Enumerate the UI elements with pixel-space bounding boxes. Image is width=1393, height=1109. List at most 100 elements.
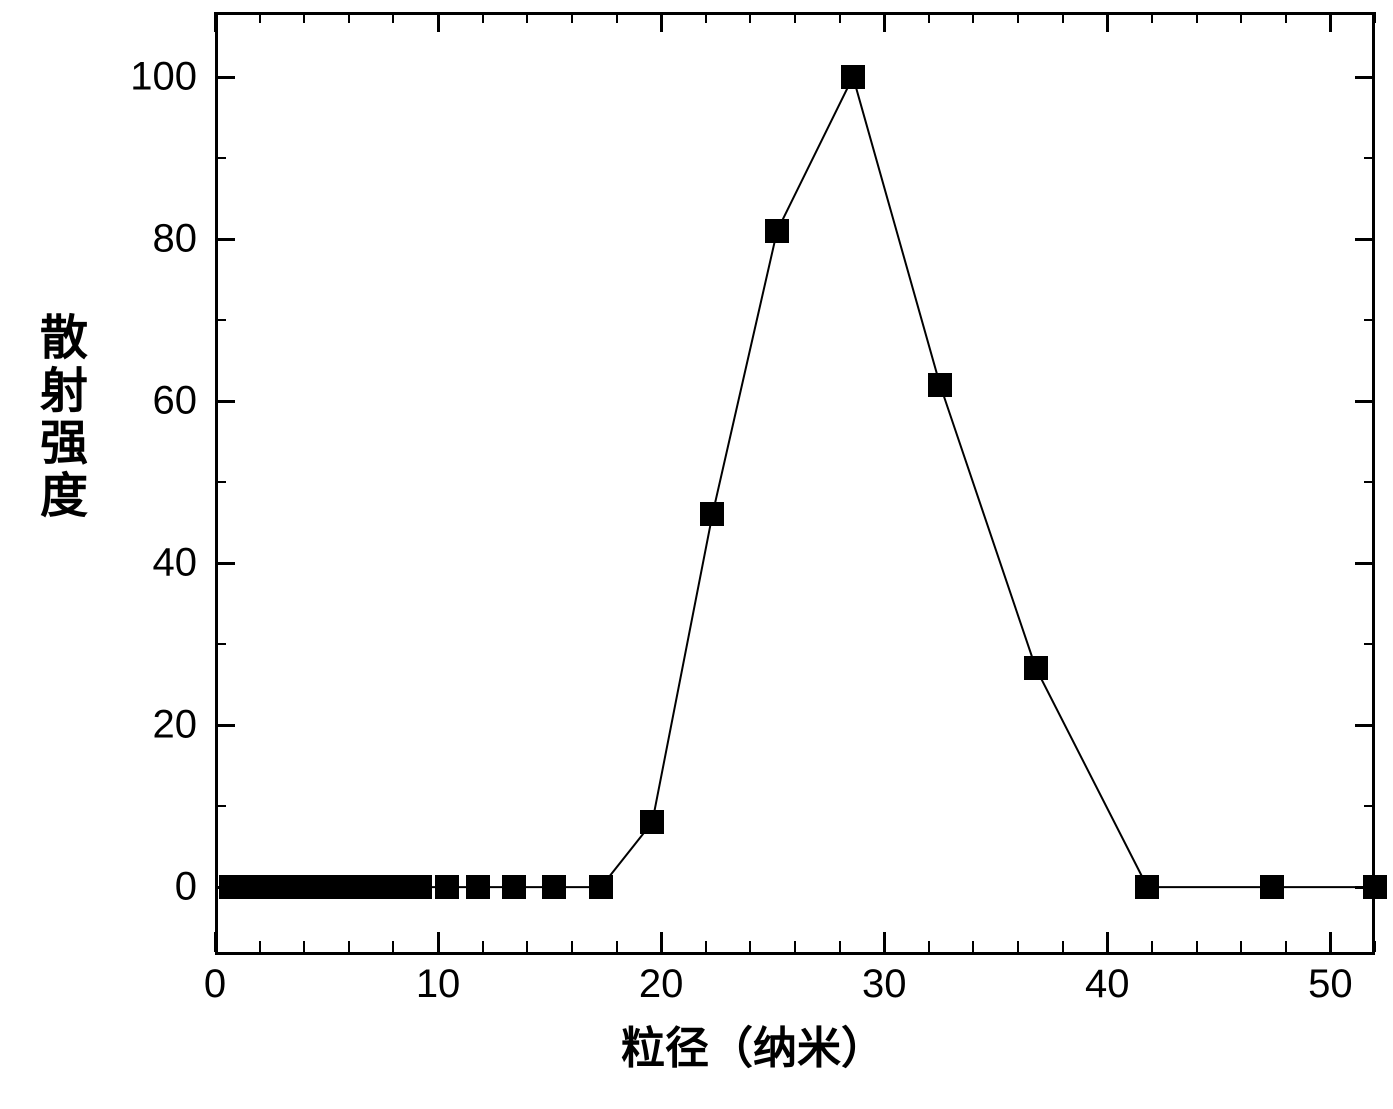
y-minor-tick (215, 643, 226, 645)
y-tick-label: 60 (153, 378, 198, 423)
data-marker (435, 875, 459, 899)
y-minor-tick (215, 481, 226, 483)
x-minor-tick-top (392, 12, 394, 23)
x-major-tick (214, 932, 217, 952)
x-major-tick-top (1106, 12, 1109, 32)
x-minor-tick-top (794, 12, 796, 23)
x-minor-tick (839, 941, 841, 952)
y-minor-tick-right (1364, 157, 1375, 159)
x-major-tick (437, 932, 440, 952)
data-marker (589, 875, 613, 899)
x-axis-line (215, 952, 1375, 955)
x-tick-label: 10 (416, 962, 461, 1007)
data-marker (542, 875, 566, 899)
x-major-tick (883, 932, 886, 952)
x-minor-tick-top (526, 12, 528, 23)
plot-area (215, 12, 1375, 952)
x-minor-tick (348, 941, 350, 952)
data-marker (1260, 875, 1284, 899)
data-marker (1363, 875, 1387, 899)
x-minor-tick (616, 941, 618, 952)
x-minor-tick (1240, 941, 1242, 952)
x-tick-label: 30 (862, 962, 907, 1007)
x-minor-tick (1196, 941, 1198, 952)
y-tick-label: 40 (153, 541, 198, 586)
x-minor-tick-top (303, 12, 305, 23)
x-major-tick-top (437, 12, 440, 32)
x-minor-tick (259, 941, 261, 952)
data-marker (765, 219, 789, 243)
x-minor-tick (972, 941, 974, 952)
x-axis-label: 粒径（纳米） (621, 1012, 885, 1076)
x-minor-tick-top (616, 12, 618, 23)
data-marker (928, 373, 952, 397)
x-major-tick-top (1329, 12, 1332, 32)
y-major-tick-right (1355, 76, 1375, 79)
y-minor-tick-right (1364, 805, 1375, 807)
x-minor-tick (705, 941, 707, 952)
x-minor-tick-top (482, 12, 484, 23)
y-major-tick (215, 562, 235, 565)
x-minor-tick (794, 941, 796, 952)
x-tick-label: 0 (204, 962, 226, 1007)
data-marker (384, 875, 408, 899)
data-marker (466, 875, 490, 899)
x-minor-tick (928, 941, 930, 952)
x-minor-tick-top (749, 12, 751, 23)
y-major-tick-right (1355, 724, 1375, 727)
x-major-tick (1106, 932, 1109, 952)
series-path (231, 77, 1375, 887)
x-tick-label: 20 (639, 962, 684, 1007)
x-minor-tick-top (571, 12, 573, 23)
x-minor-tick (1062, 941, 1064, 952)
x-minor-tick (482, 941, 484, 952)
x-minor-tick-top (1017, 12, 1019, 23)
series-line (215, 12, 1375, 952)
y-major-tick (215, 238, 235, 241)
x-minor-tick-top (348, 12, 350, 23)
x-tick-label: 50 (1308, 962, 1353, 1007)
y-major-tick-right (1355, 400, 1375, 403)
x-minor-tick (571, 941, 573, 952)
x-minor-tick-top (972, 12, 974, 23)
data-marker (700, 502, 724, 526)
x-minor-tick-top (1151, 12, 1153, 23)
x-minor-tick (1151, 941, 1153, 952)
x-minor-tick-top (705, 12, 707, 23)
x-minor-tick-top (1374, 12, 1376, 23)
y-major-tick (215, 76, 235, 79)
x-minor-tick-top (259, 12, 261, 23)
y-minor-tick-right (1364, 319, 1375, 321)
x-minor-tick (526, 941, 528, 952)
x-minor-tick (1285, 941, 1287, 952)
data-marker (841, 65, 865, 89)
x-minor-tick (1017, 941, 1019, 952)
x-major-tick (1329, 932, 1332, 952)
x-minor-tick-top (1062, 12, 1064, 23)
y-major-tick (215, 400, 235, 403)
y-major-tick (215, 724, 235, 727)
x-major-tick-top (883, 12, 886, 32)
y-tick-label: 20 (153, 703, 198, 748)
y-axis-label: 散射强度 (40, 313, 88, 524)
y-major-tick-right (1355, 562, 1375, 565)
y-minor-tick (215, 319, 226, 321)
data-marker (408, 875, 432, 899)
x-minor-tick-top (1240, 12, 1242, 23)
y-tick-label: 80 (153, 216, 198, 261)
y-minor-tick (215, 157, 226, 159)
data-marker (502, 875, 526, 899)
x-minor-tick-top (1285, 12, 1287, 23)
x-minor-tick (1374, 941, 1376, 952)
x-major-tick-top (660, 12, 663, 32)
y-minor-tick-right (1364, 643, 1375, 645)
x-minor-tick-top (928, 12, 930, 23)
x-minor-tick (303, 941, 305, 952)
chart-container: 散射强度 粒径（纳米） 01020304050020406080100 (0, 0, 1393, 1109)
x-minor-tick-top (839, 12, 841, 23)
x-minor-tick (749, 941, 751, 952)
data-marker (1024, 656, 1048, 680)
x-major-tick-top (214, 12, 217, 32)
data-marker (1135, 875, 1159, 899)
data-marker (361, 875, 385, 899)
